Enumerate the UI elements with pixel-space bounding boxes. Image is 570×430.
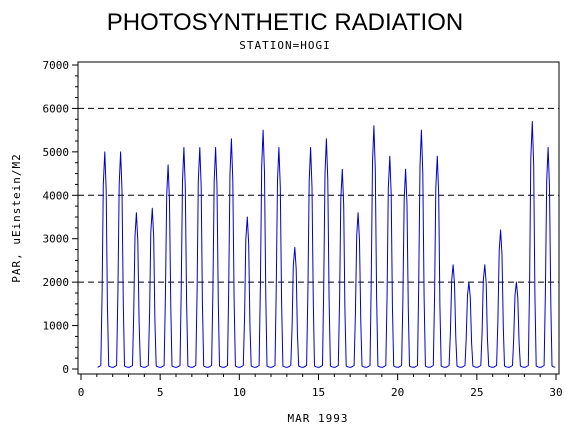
y-tick-label-0: 0 [62, 363, 69, 376]
y-tick-label-1: 1000 [43, 320, 70, 333]
chart-title: PHOTOSYNTHETIC RADIATION [107, 9, 463, 36]
y-axis: 0 1000 2000 3000 4000 5000 6000 7000 [43, 59, 78, 376]
x-tick-label-1: 5 [157, 386, 164, 399]
x-axis-label: MAR 1993 [288, 412, 349, 425]
x-tick-label-3: 15 [312, 386, 325, 399]
y-tick-label-3: 3000 [43, 233, 70, 246]
x-axis: 0 5 10 15 20 25 30 [78, 374, 563, 399]
y-tick-label-4: 4000 [43, 189, 70, 202]
x-tick-label-0: 0 [78, 386, 85, 399]
x-tick-label-2: 10 [233, 386, 246, 399]
x-tick-label-5: 25 [470, 386, 483, 399]
y-tick-label-6: 6000 [43, 102, 70, 115]
x-tick-label-6: 30 [549, 386, 562, 399]
y-axis-label: PAR, uEinstein/M2 [10, 153, 23, 283]
y-tick-label-7: 7000 [43, 59, 70, 72]
x-tick-label-4: 20 [391, 386, 404, 399]
series-layer [97, 121, 556, 368]
y-tick-label-2: 2000 [43, 276, 70, 289]
par-series-line [97, 121, 556, 368]
reference-lines [78, 107, 559, 283]
chart-subtitle: STATION=HOGI [239, 39, 330, 52]
y-tick-label-5: 5000 [43, 146, 70, 159]
